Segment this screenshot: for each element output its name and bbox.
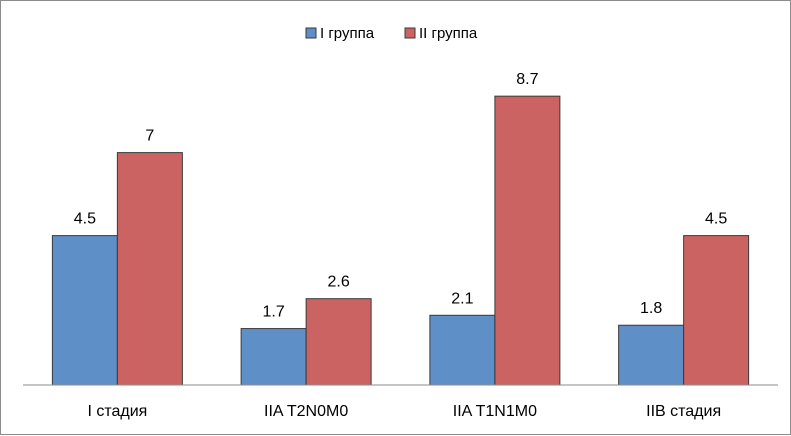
bars — [51, 95, 750, 386]
legend-swatch-2 — [404, 27, 416, 39]
x-tick-label: IIA T2N0M0 — [264, 403, 348, 420]
bar-1-1 — [51, 235, 118, 386]
bar-1-4 — [618, 324, 685, 386]
data-label-2-4: 4.5 — [705, 211, 727, 228]
bar-2-2 — [305, 298, 372, 386]
legend: I группа II группа — [305, 25, 478, 42]
legend-label-2: II группа — [419, 25, 478, 42]
bar-1-2 — [240, 328, 307, 386]
bar-2-1 — [116, 152, 183, 386]
data-label-1-2: 1.7 — [263, 304, 285, 321]
data-label-1-4: 1.8 — [640, 300, 662, 317]
tick-labels: I стадия IIA T2N0M0 IIA T1N1M0 IIB стадия — [87, 403, 721, 420]
bar-2-4 — [683, 235, 750, 386]
bar-1-3 — [429, 314, 496, 386]
data-label-2-2: 2.6 — [328, 274, 350, 291]
data-label-1-3: 2.1 — [451, 290, 473, 307]
legend-swatch-1 — [305, 27, 317, 39]
data-label-2-3: 8.7 — [516, 71, 538, 88]
x-tick-label: IIB стадия — [646, 403, 721, 420]
data-label-1-1: 4.5 — [74, 211, 96, 228]
data-labels: 4.5 7 1.7 2.6 2.1 8.7 1.8 4.5 — [74, 71, 728, 320]
data-label-2-1: 7 — [145, 128, 154, 145]
x-tick-label: IIA T1N1M0 — [453, 403, 537, 420]
bar-2-3 — [494, 95, 561, 386]
legend-label-1: I группа — [320, 25, 375, 42]
x-tick-label: I стадия — [87, 403, 147, 420]
